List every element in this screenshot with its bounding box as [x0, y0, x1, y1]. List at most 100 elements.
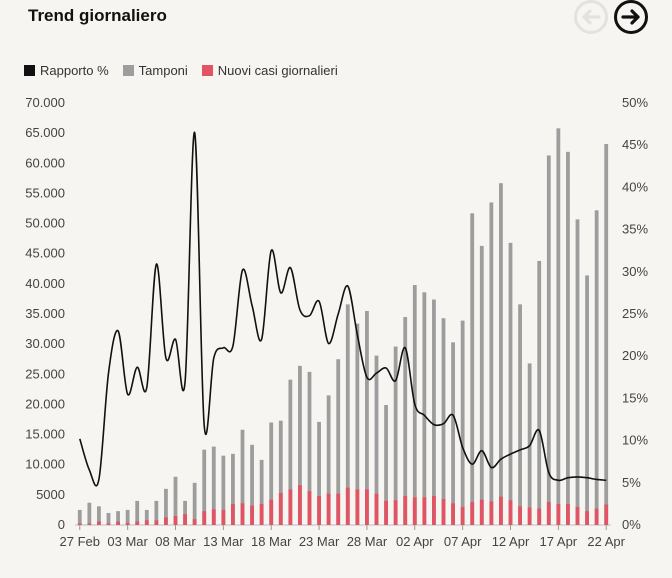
chart-title: Trend giornaliero: [28, 6, 167, 25]
ratio-point: [318, 300, 320, 302]
next-button[interactable]: [614, 0, 648, 34]
y-tick-label-right: 5%: [622, 475, 641, 490]
ratio-point: [433, 424, 435, 426]
tests-bar: [566, 151, 570, 525]
ratio-point: [490, 467, 492, 469]
ratio-line-series: [79, 131, 607, 487]
ratio-point: [222, 347, 224, 349]
cases-bar: [585, 511, 589, 525]
legend-item-cases[interactable]: Nuovi casi giornalieri: [201, 63, 338, 78]
tests-bar: [144, 509, 149, 525]
cases-bar: [259, 503, 264, 525]
cases-bar: [278, 493, 283, 525]
x-axis: 27 Feb 03 Mar 08 Mar 13 Mar 18 Mar 23 Mar 28 M…: [60, 525, 626, 549]
ratio-point: [194, 132, 196, 134]
cases-bar: [594, 508, 599, 525]
y-tick-label-left: 65.000: [25, 125, 65, 140]
cases-bar: [432, 496, 436, 525]
ratio-point: [136, 366, 138, 368]
ratio-point: [213, 357, 215, 359]
ratio-point: [395, 380, 397, 382]
x-tick-label: 08 Mar: [155, 534, 196, 549]
previous-button[interactable]: [574, 0, 608, 34]
tests-bar: [479, 245, 484, 525]
cases-bar: [479, 499, 484, 525]
cases-bar: [183, 514, 187, 525]
legend-item-tests[interactable]: Tamponi: [122, 63, 188, 78]
tests-bar: [384, 405, 388, 525]
ratio-point: [309, 315, 311, 317]
y-tick-label-left: 60.000: [25, 155, 65, 170]
tests-bar: [259, 459, 264, 525]
x-tick-label: 12 Apr: [492, 534, 530, 549]
ratio-point: [586, 477, 588, 479]
y-tick-label-right: 15%: [622, 390, 648, 405]
tests-bar: [298, 365, 302, 525]
cases-bar: [77, 523, 82, 525]
cases-bar: [240, 503, 245, 525]
tests-bar: [87, 502, 92, 525]
cases-bar: [87, 523, 92, 525]
ratio-point: [423, 414, 425, 416]
tests-bar: [345, 304, 350, 525]
arrow-left-icon: [582, 9, 601, 25]
y-tick-label-right: 25%: [622, 306, 648, 321]
cases-bar: [489, 501, 494, 525]
cases-bar: [403, 496, 408, 525]
y-axis-left: 0 5000 10.000 15.000 20.000 25.000 30.000 35.00…: [25, 95, 65, 532]
legend-item-ratio[interactable]: Rapporto %: [24, 63, 109, 78]
y-tick-label-right: 40%: [622, 179, 648, 194]
y-tick-label-left: 10.000: [25, 457, 65, 472]
tests-bar: [365, 310, 369, 525]
y-tick-label-left: 5000: [36, 487, 65, 502]
ratio-point: [376, 372, 378, 374]
ratio-point: [155, 263, 157, 265]
cases-bar: [393, 500, 398, 525]
cases-bar: [336, 493, 341, 525]
cases-bar: [298, 485, 302, 525]
legend-label-tests: Tamponi: [138, 63, 188, 78]
ratio-point: [251, 305, 253, 307]
cases-bar: [106, 523, 111, 525]
tests-bar: [355, 323, 360, 525]
y-tick-label-left: 0: [58, 517, 65, 532]
ratio-point: [567, 477, 569, 479]
tests-bar: [211, 446, 216, 525]
x-tick-label: 17 Apr: [540, 534, 578, 549]
tests-bar: [393, 346, 398, 525]
cases-bar: [345, 487, 350, 525]
y-tick-label-left: 35.000: [25, 306, 65, 321]
cases-bar: [422, 497, 427, 525]
tests-bar: [374, 355, 379, 525]
ratio-point: [347, 285, 349, 287]
tests-bar: [604, 143, 609, 525]
tests-bar: [106, 512, 111, 525]
cases-bar: [499, 496, 503, 525]
ratio-point: [270, 250, 272, 252]
tests-bar: [460, 320, 465, 525]
cases-bar: [164, 517, 168, 525]
ratio-point: [261, 338, 263, 340]
cases-bar: [355, 489, 360, 525]
tests-bar: [97, 506, 101, 525]
tests-bar: [288, 379, 293, 525]
ratio-point: [452, 414, 454, 416]
tests-bar: [336, 359, 341, 525]
ratio-point: [596, 479, 598, 481]
cases-bar: [460, 506, 465, 525]
ratio-point: [404, 347, 406, 349]
ratio-point: [165, 357, 167, 359]
tests-bar: [537, 260, 542, 525]
ratio-point: [366, 376, 368, 378]
y-tick-label-left: 55.000: [25, 185, 65, 200]
cases-bar: [384, 500, 388, 525]
y-axis-right: 0% 5% 10% 15% 20% 25% 30% 35% 40% 45% 50%: [622, 95, 648, 532]
legend-label-ratio: Rapporto %: [40, 63, 109, 78]
cases-bar: [317, 496, 321, 525]
tests-bar: [585, 275, 589, 525]
cases-bar: [470, 502, 475, 525]
tests-bar: [326, 395, 331, 525]
arrow-right-icon: [621, 9, 640, 25]
ratio-point: [605, 479, 607, 481]
